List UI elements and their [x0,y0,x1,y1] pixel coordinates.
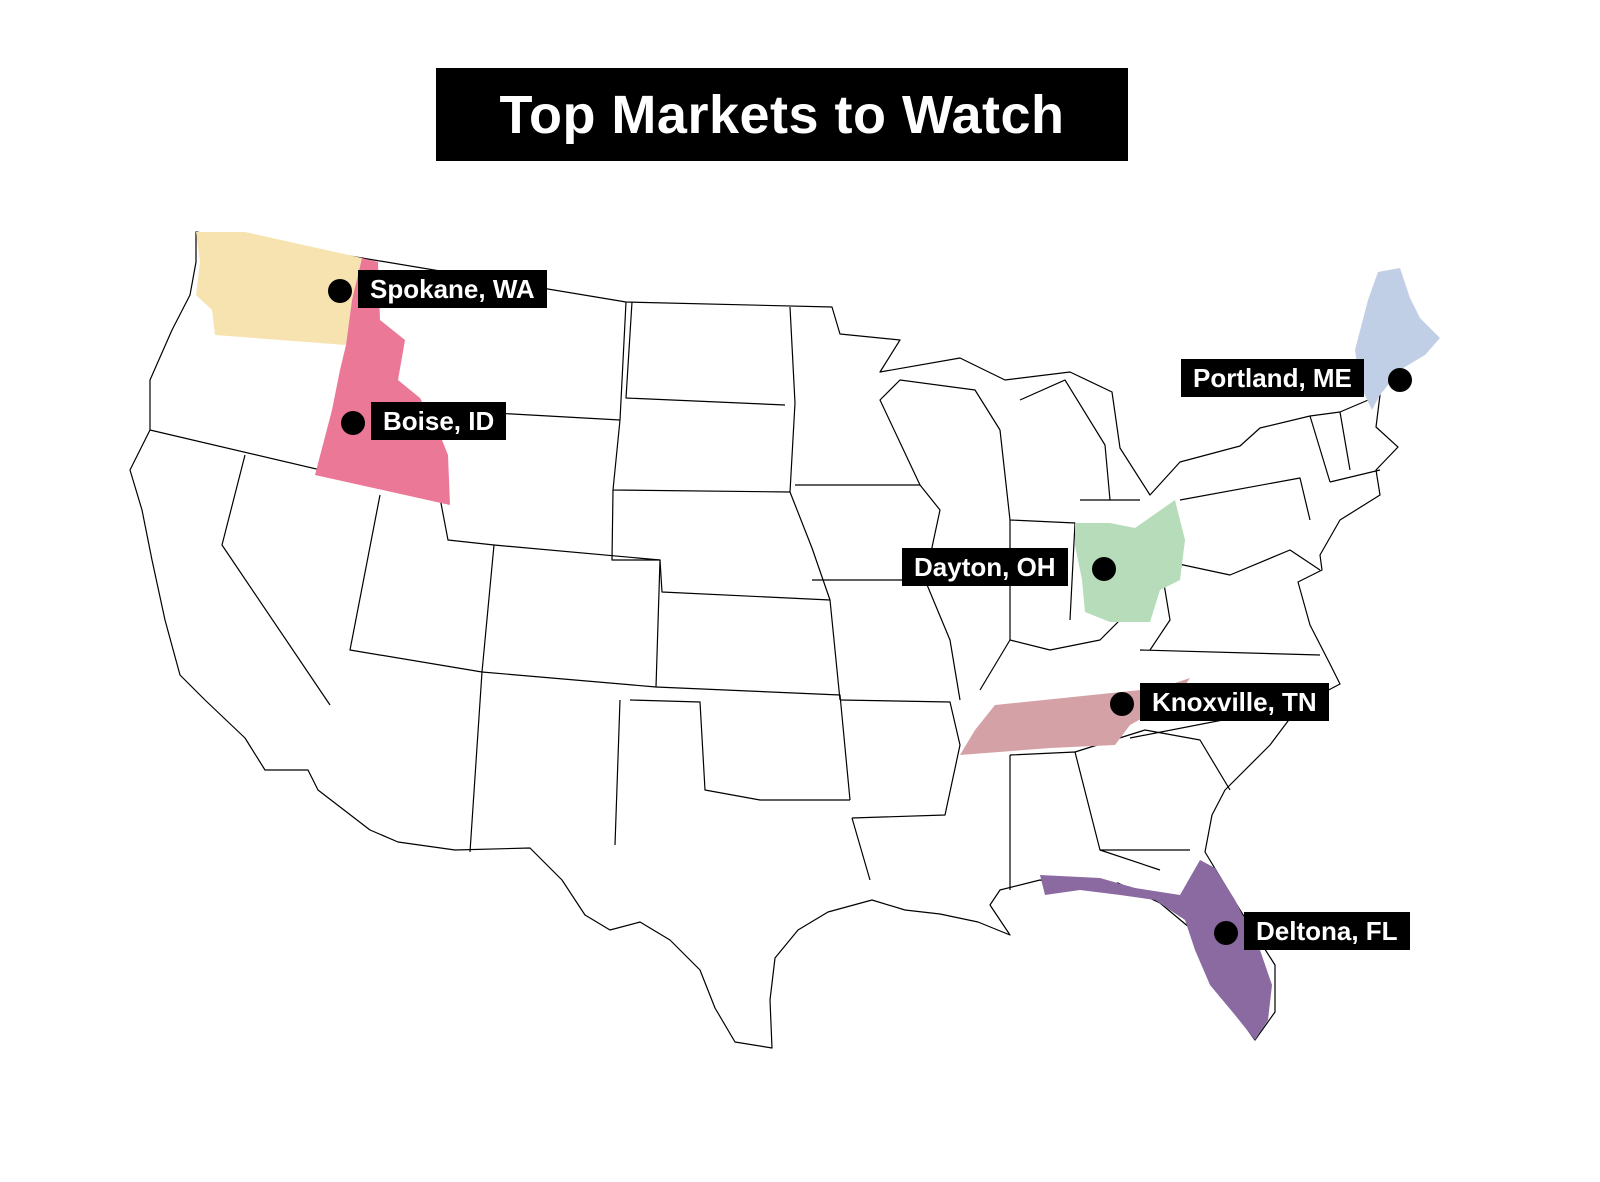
ohio-state [1075,500,1185,622]
marker-dot-knoxville [1110,692,1134,716]
marker-label-portland: Portland, ME [1181,359,1364,397]
idaho-state [315,258,450,505]
marker-label-dayton: Dayton, OH [902,548,1068,586]
marker-dot-spokane [328,279,352,303]
marker-label-spokane: Spokane, WA [358,270,547,308]
marker-dot-boise [341,411,365,435]
marker-label-boise: Boise, ID [371,402,507,440]
map-title-text: Top Markets to Watch [499,84,1065,145]
marker-dot-deltona [1214,921,1238,945]
map-title: Top Markets to Watch [436,68,1128,161]
florida-state [1040,860,1272,1040]
marker-dot-dayton [1092,557,1116,581]
marker-dot-portland [1388,368,1412,392]
marker-label-deltona: Deltona, FL [1244,912,1410,950]
washington-state [196,232,362,345]
maine-state [1355,268,1440,410]
marker-label-knoxville: Knoxville, TN [1140,683,1329,721]
